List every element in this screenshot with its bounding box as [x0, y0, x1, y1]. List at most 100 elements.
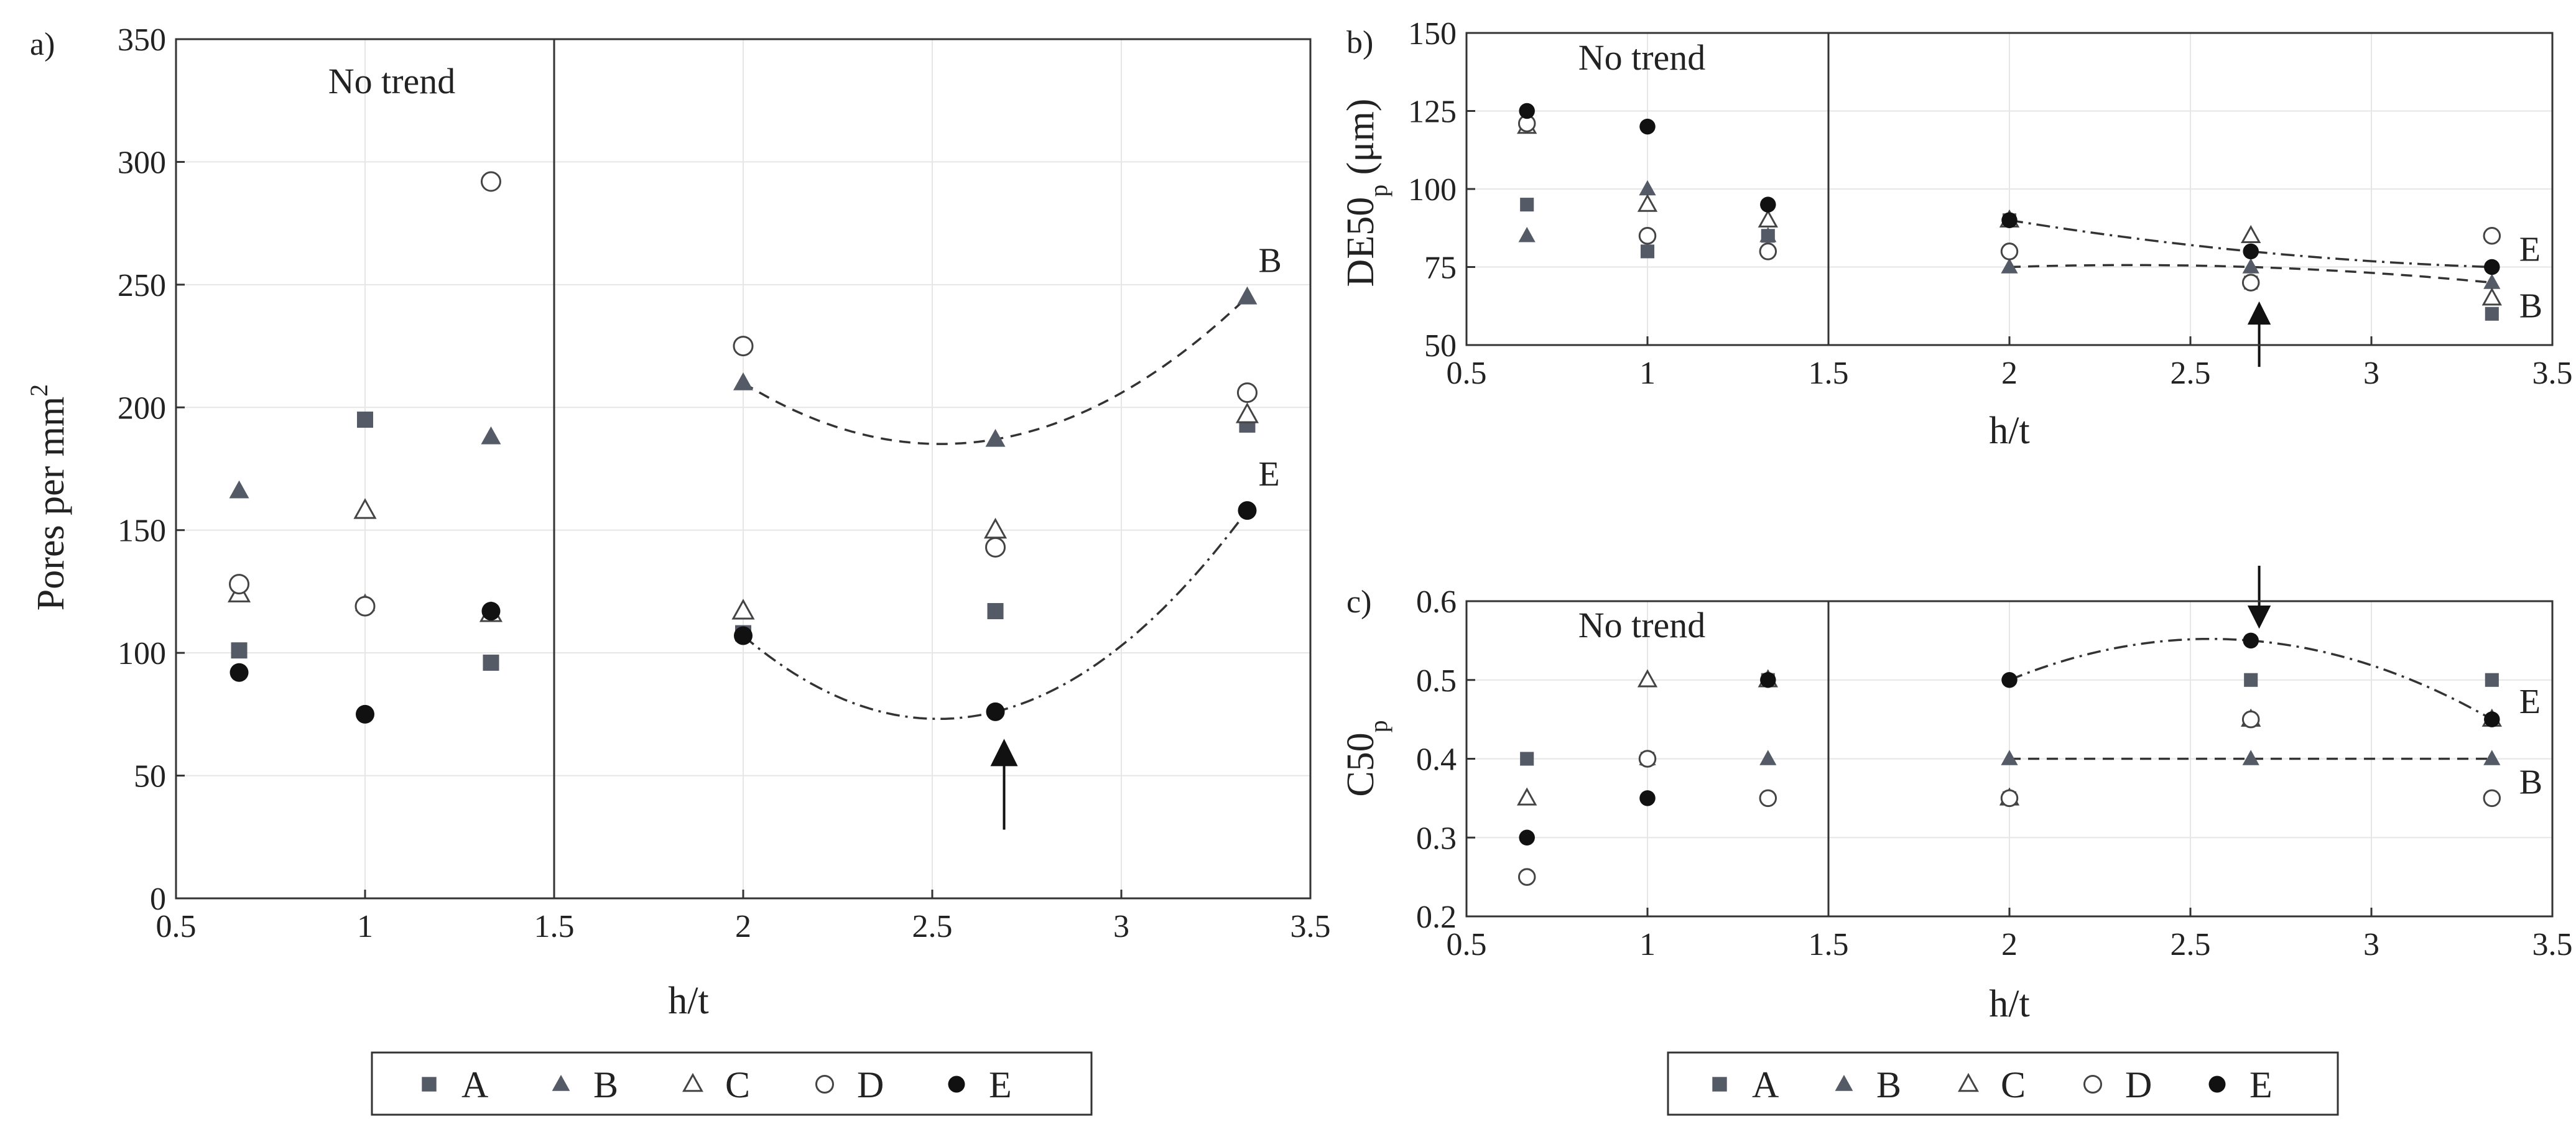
- point-e: [229, 663, 249, 682]
- panel-c-no-trend-note: No trend: [1578, 605, 1706, 645]
- x-tick-label: 0.5: [156, 909, 197, 944]
- x-tick-label: 3.5: [2532, 927, 2573, 962]
- x-tick-label: 2.5: [912, 909, 953, 944]
- y-tick-label: 100: [118, 636, 166, 671]
- panel-a-no-trend-note: No trend: [328, 61, 456, 101]
- y-tick-label: 125: [1408, 94, 1457, 130]
- panel-c-curve-label-b: B: [2519, 763, 2542, 802]
- point-d: [2241, 274, 2260, 292]
- point-d: [2483, 227, 2501, 245]
- point-e: [2484, 259, 2500, 275]
- legend-marker-b: [552, 1074, 570, 1091]
- legend-label-e: E: [989, 1064, 1012, 1105]
- panel-c-c50p: c) 0.5 1 1.5 2 2.5 3 3.5 0.2 0.3 0.4 0.5 0.6 No tre…: [1340, 565, 2573, 1025]
- legend-marker-e: [2208, 1076, 2226, 1093]
- point-a: [1520, 198, 1534, 212]
- y-tick-label: 0.4: [1416, 742, 1457, 778]
- point-b: [229, 480, 249, 499]
- panel-a-ylabel-sup: 2: [25, 384, 53, 397]
- legend-left-frame: [371, 1051, 1093, 1116]
- point-b: [2483, 274, 2501, 289]
- panel-c-label: c): [1346, 584, 1371, 620]
- x-tick-label: 0.5: [1447, 927, 1487, 962]
- legend-marker-a: [422, 1077, 437, 1092]
- y-tick-label: 150: [118, 514, 166, 549]
- point-a: [231, 642, 248, 659]
- point-d: [2483, 789, 2501, 808]
- panel-b-fit-curves: [2009, 219, 2492, 284]
- legend-marker-a: [1712, 1077, 1727, 1092]
- legend-label-a: A: [461, 1064, 488, 1105]
- point-e: [986, 702, 1005, 721]
- panel-a-arrow: [990, 739, 1018, 830]
- legend-label-b: B: [593, 1064, 618, 1105]
- panel-a-curve-label-b: B: [1258, 242, 1281, 280]
- point-d: [2000, 242, 2019, 260]
- legend-marker-e: [948, 1076, 965, 1093]
- legend-label-c: C: [725, 1064, 750, 1105]
- panel-a-pores-per-mm2: a) 0.5 1 1.5 2 2.5 3 3.5050100150200250300350 …: [25, 22, 1331, 1022]
- point-b: [2001, 258, 2018, 274]
- legend-item-d: D: [815, 1064, 884, 1105]
- x-tick-label: 3.5: [2532, 356, 2573, 391]
- point-e: [2243, 243, 2259, 260]
- y-tick-label: 250: [118, 268, 166, 303]
- point-e: [1519, 103, 1535, 119]
- panel-b-x-axis-label: h/t: [1989, 410, 2029, 452]
- legend-label-d: D: [857, 1064, 884, 1105]
- legend-label-b: B: [1876, 1064, 1901, 1105]
- point-c: [1637, 193, 1658, 212]
- panel-a-label: a): [30, 27, 55, 62]
- point-c: [1235, 402, 1259, 423]
- fit-curve-b: [2009, 264, 2492, 284]
- arrow-head: [990, 739, 1018, 767]
- legend-label-a: A: [1752, 1064, 1779, 1105]
- legend-right: A B C D E: [1667, 1051, 2339, 1116]
- point-b: [985, 428, 1006, 447]
- point-c: [1758, 209, 1778, 228]
- point-d: [2241, 710, 2260, 729]
- point-e: [1639, 118, 1656, 135]
- x-tick-label: 3: [2363, 356, 2379, 391]
- legend-label-c: C: [2001, 1064, 2026, 1105]
- point-e: [1760, 672, 1776, 688]
- panel-b-ylabel-sub: p: [1364, 185, 1392, 197]
- point-b: [1759, 227, 1777, 242]
- legend-right-frame: [1667, 1051, 2339, 1116]
- panel-c-ticks: 0.5 1 1.5 2 2.5 3 3.5 0.2 0.3 0.4 0.5 0.6: [1416, 584, 2573, 962]
- panel-a-ticks: 0.5 1 1.5 2 2.5 3 3.5 0 50 100 150 200 250 300 350: [118, 22, 1331, 944]
- x-tick-label: 1.5: [1809, 927, 1849, 962]
- panel-c-y-axis-label: C50p: [1340, 720, 1392, 796]
- point-b: [1237, 286, 1258, 305]
- panel-c-plot-frame: [1465, 600, 2554, 918]
- y-tick-label: 300: [118, 145, 166, 180]
- point-d: [1759, 242, 1777, 260]
- panel-c-x-axis-label: h/t: [1989, 983, 2029, 1025]
- point-e: [356, 704, 374, 724]
- panel-a-fit-curves: [742, 296, 1248, 721]
- point-d: [229, 574, 250, 595]
- y-tick-label: 75: [1424, 251, 1457, 286]
- point-d: [1759, 789, 1777, 808]
- y-tick-label: 200: [118, 390, 166, 426]
- point-a: [987, 603, 1004, 620]
- legend-item-b: B: [552, 1064, 618, 1105]
- point-e: [1519, 829, 1535, 846]
- point-a: [2485, 673, 2499, 687]
- point-a: [2244, 673, 2258, 687]
- x-tick-label: 2.5: [2171, 356, 2211, 391]
- y-tick-label: 0.6: [1416, 584, 1457, 620]
- point-a: [1520, 752, 1534, 766]
- legend-marker-c: [682, 1072, 703, 1092]
- legend-item-d: D: [2083, 1064, 2152, 1105]
- point-d: [1517, 868, 1536, 886]
- panel-c-ylabel-sub: p: [1364, 720, 1392, 732]
- y-tick-label: 0.3: [1416, 821, 1457, 856]
- point-a: [357, 412, 373, 428]
- y-tick-label: 150: [1408, 16, 1457, 52]
- panel-b-grid: [1466, 32, 2553, 346]
- y-tick-label: 350: [118, 22, 166, 58]
- point-e: [1238, 501, 1257, 520]
- point-b: [1518, 227, 1536, 242]
